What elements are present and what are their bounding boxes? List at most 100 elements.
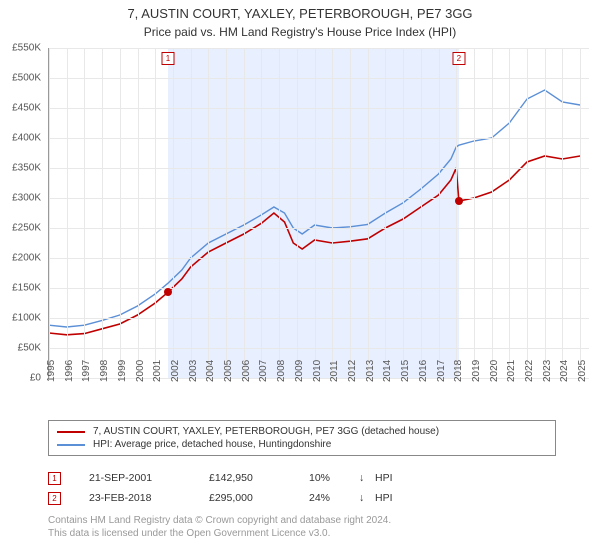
chart-marker-box: 2 (452, 52, 465, 65)
x-axis-tick: 2018 (453, 360, 464, 382)
x-axis-tick: 2021 (506, 360, 517, 382)
legend-label: 7, AUSTIN COURT, YAXLEY, PETERBOROUGH, P… (93, 426, 439, 437)
y-axis-tick: £350K (1, 163, 41, 174)
sale-hpi-label: HPI (375, 472, 393, 484)
gridline-vertical (527, 48, 528, 378)
gridline-vertical (315, 48, 316, 378)
y-axis-tick: £50K (1, 343, 41, 354)
y-axis-tick: £200K (1, 253, 41, 264)
gridline-vertical (562, 48, 563, 378)
x-axis-tick: 2025 (577, 360, 588, 382)
gridline-horizontal (49, 108, 589, 109)
y-axis-tick: £0 (1, 373, 41, 384)
gridline-vertical (439, 48, 440, 378)
gridline-vertical (244, 48, 245, 378)
sale-pct: 24% (309, 492, 359, 504)
gridline-vertical (545, 48, 546, 378)
gridline-vertical (297, 48, 298, 378)
attribution-text: Contains HM Land Registry data © Crown c… (48, 514, 391, 540)
gridline-horizontal (49, 318, 589, 319)
sale-row: 2 23-FEB-2018 £295,000 24% ↓ HPI (40, 488, 393, 508)
y-axis-tick: £100K (1, 313, 41, 324)
x-axis-tick: 2002 (170, 360, 181, 382)
gridline-vertical (261, 48, 262, 378)
sale-date: 23-FEB-2018 (89, 492, 209, 504)
attribution-line: This data is licensed under the Open Gov… (48, 527, 391, 540)
chart-marker-box: 1 (161, 52, 174, 65)
legend-box: 7, AUSTIN COURT, YAXLEY, PETERBOROUGH, P… (48, 420, 556, 456)
x-axis-tick: 2007 (258, 360, 269, 382)
y-axis-tick: £450K (1, 103, 41, 114)
sale-row: 1 21-SEP-2001 £142,950 10% ↓ HPI (40, 468, 393, 488)
gridline-vertical (173, 48, 174, 378)
x-axis-tick: 2001 (152, 360, 163, 382)
gridline-vertical (385, 48, 386, 378)
sale-date: 21-SEP-2001 (89, 472, 209, 484)
gridline-horizontal (49, 228, 589, 229)
gridline-vertical (84, 48, 85, 378)
x-axis-tick: 2019 (471, 360, 482, 382)
gridline-vertical (155, 48, 156, 378)
down-arrow-icon: ↓ (359, 492, 375, 504)
x-axis-tick: 2017 (436, 360, 447, 382)
gridline-vertical (332, 48, 333, 378)
gridline-horizontal (49, 138, 589, 139)
y-axis-tick: £250K (1, 223, 41, 234)
x-axis-tick: 1999 (117, 360, 128, 382)
x-axis-tick: 2020 (489, 360, 500, 382)
legend-swatch (57, 431, 85, 433)
sale-price: £142,950 (209, 472, 309, 484)
gridline-vertical (102, 48, 103, 378)
gridline-horizontal (49, 48, 589, 49)
x-axis-tick: 2005 (223, 360, 234, 382)
x-axis-tick: 2022 (524, 360, 535, 382)
legend-label: HPI: Average price, detached house, Hunt… (93, 439, 331, 450)
down-arrow-icon: ↓ (359, 472, 375, 484)
x-axis-tick: 2000 (135, 360, 146, 382)
x-axis-tick: 2016 (418, 360, 429, 382)
y-axis-tick: £400K (1, 133, 41, 144)
x-axis-tick: 2014 (382, 360, 393, 382)
gridline-vertical (67, 48, 68, 378)
gridline-horizontal (49, 168, 589, 169)
sales-table: 1 21-SEP-2001 £142,950 10% ↓ HPI 2 23-FE… (40, 468, 393, 508)
chart-container: 7, AUSTIN COURT, YAXLEY, PETERBOROUGH, P… (0, 0, 600, 560)
gridline-horizontal (49, 258, 589, 259)
y-axis-tick: £550K (1, 43, 41, 54)
sale-point-icon (455, 197, 463, 205)
gridline-vertical (138, 48, 139, 378)
x-axis-tick: 1998 (99, 360, 110, 382)
gridline-vertical (492, 48, 493, 378)
x-axis-tick: 2010 (312, 360, 323, 382)
x-axis-tick: 2009 (294, 360, 305, 382)
plot-area: £0£50K£100K£150K£200K£250K£300K£350K£400… (48, 48, 589, 379)
legend-item: 7, AUSTIN COURT, YAXLEY, PETERBOROUGH, P… (57, 425, 547, 438)
x-axis-tick: 2004 (205, 360, 216, 382)
sale-marker-icon: 1 (48, 472, 61, 485)
x-axis-tick: 1996 (64, 360, 75, 382)
sale-pct: 10% (309, 472, 359, 484)
gridline-horizontal (49, 78, 589, 79)
x-axis-tick: 2003 (188, 360, 199, 382)
sale-hpi-label: HPI (375, 492, 393, 504)
gridline-horizontal (49, 288, 589, 289)
gridline-vertical (509, 48, 510, 378)
gridline-horizontal (49, 348, 589, 349)
x-axis-tick: 2011 (329, 360, 340, 382)
gridline-vertical (120, 48, 121, 378)
gridline-vertical (49, 48, 50, 378)
sale-point-icon (164, 288, 172, 296)
gridline-vertical (191, 48, 192, 378)
y-axis-tick: £150K (1, 283, 41, 294)
gridline-vertical (456, 48, 457, 378)
gridline-vertical (403, 48, 404, 378)
y-axis-tick: £500K (1, 73, 41, 84)
line-series-svg (49, 48, 589, 378)
legend-swatch (57, 444, 85, 446)
legend-item: HPI: Average price, detached house, Hunt… (57, 438, 547, 451)
x-axis-tick: 2013 (365, 360, 376, 382)
attribution-line: Contains HM Land Registry data © Crown c… (48, 514, 391, 527)
gridline-vertical (350, 48, 351, 378)
gridline-vertical (368, 48, 369, 378)
x-axis-tick: 2006 (241, 360, 252, 382)
